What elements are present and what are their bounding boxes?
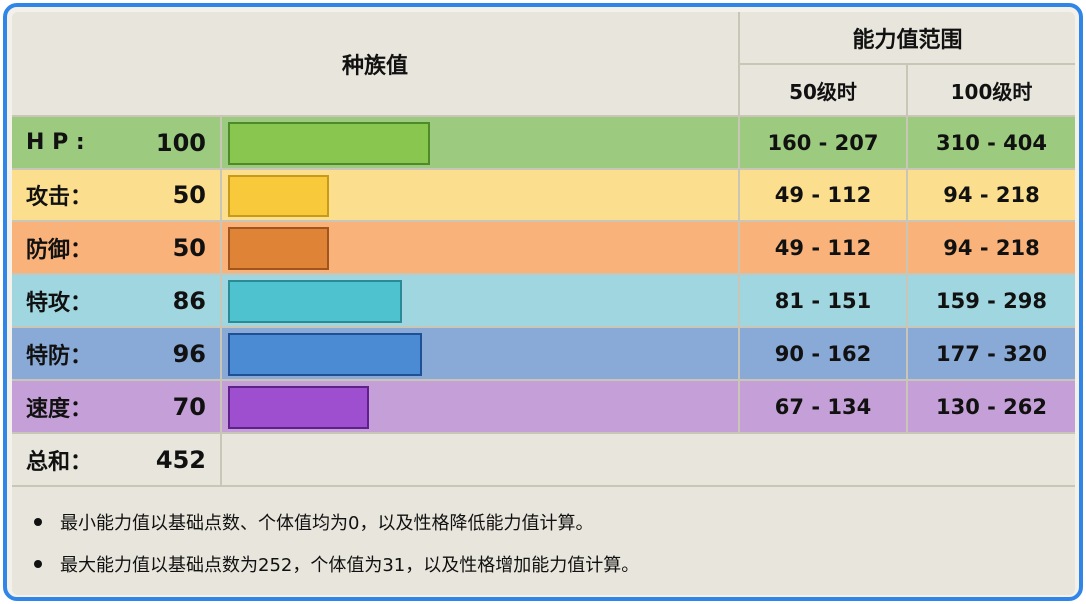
lv100-range: 130 - 262 bbox=[908, 381, 1075, 434]
lv50-range: 49 - 112 bbox=[740, 170, 908, 222]
stat-bar bbox=[228, 122, 430, 165]
lv100-range: 94 - 218 bbox=[908, 170, 1075, 222]
stat-value: 50 bbox=[172, 233, 206, 262]
stat-label: 特攻： bbox=[26, 290, 93, 316]
lv100-range: 94 - 218 bbox=[908, 222, 1075, 275]
stat-bar-cell bbox=[222, 381, 740, 434]
base-stats-header: 种族值 bbox=[12, 12, 740, 117]
total-value: 452 bbox=[155, 445, 206, 474]
stat-label-cell: H P : 100 bbox=[12, 117, 222, 170]
stat-bar-cell bbox=[222, 170, 740, 222]
stat-bar bbox=[228, 386, 370, 429]
stat-label: 速度： bbox=[26, 396, 93, 422]
stat-label-cell: 速度： 70 bbox=[12, 381, 222, 434]
stat-value: 96 bbox=[172, 339, 206, 368]
lv50-range: 49 - 112 bbox=[740, 222, 908, 275]
stat-bar-cell bbox=[222, 275, 740, 328]
notes: 最小能力值以基础点数、个体值均为0，以及性格降低能力值计算。 最大能力值以基础点… bbox=[12, 487, 1075, 595]
lv50-range: 67 - 134 bbox=[740, 381, 908, 434]
stat-value: 50 bbox=[172, 181, 206, 209]
stat-label-cell: 特防： 96 bbox=[12, 328, 222, 381]
lv50-range: 90 - 162 bbox=[740, 328, 908, 381]
stat-label-cell: 防御： 50 bbox=[12, 222, 222, 275]
stat-range-header: 能力值范围 bbox=[740, 12, 1075, 65]
stat-bar-cell bbox=[222, 328, 740, 381]
bullet-icon bbox=[34, 518, 42, 526]
stat-label: H P : bbox=[26, 130, 85, 155]
stat-bar bbox=[228, 333, 422, 376]
stat-bar bbox=[228, 227, 329, 270]
note-item: 最大能力值以基础点数为252，个体值为31，以及性格增加能力值计算。 bbox=[34, 543, 1053, 585]
stat-bar-cell bbox=[222, 222, 740, 275]
lv100-range: 310 - 404 bbox=[908, 117, 1075, 170]
bullet-icon bbox=[34, 560, 42, 568]
lv50-range: 81 - 151 bbox=[740, 275, 908, 328]
stat-value: 100 bbox=[155, 128, 206, 157]
base-stats-table: 种族值 能力值范围 50级时 100级时 H P : 100 160 - 207… bbox=[12, 12, 1075, 595]
stat-bar bbox=[228, 175, 329, 217]
lv50-range: 160 - 207 bbox=[740, 117, 908, 170]
lv100-range: 159 - 298 bbox=[908, 275, 1075, 328]
stat-label: 特防： bbox=[26, 343, 93, 369]
note-item: 最小能力值以基础点数、个体值均为0，以及性格降低能力值计算。 bbox=[34, 501, 1053, 543]
stat-bar-cell bbox=[222, 117, 740, 170]
lv100-header: 100级时 bbox=[908, 65, 1075, 117]
total-label: 总和： bbox=[26, 449, 93, 475]
lv100-range: 177 - 320 bbox=[908, 328, 1075, 381]
stat-bar bbox=[228, 280, 402, 323]
stat-label-cell: 特攻： 86 bbox=[12, 275, 222, 328]
stat-label: 攻击： bbox=[26, 185, 93, 210]
stat-label: 防御： bbox=[26, 237, 93, 263]
lv50-header: 50级时 bbox=[740, 65, 908, 117]
stat-value: 70 bbox=[172, 392, 206, 421]
total-row: 总和： 452 bbox=[12, 434, 222, 487]
total-empty-cell bbox=[222, 434, 1075, 487]
stat-value: 86 bbox=[172, 286, 206, 315]
stat-label-cell: 攻击： 50 bbox=[12, 170, 222, 222]
